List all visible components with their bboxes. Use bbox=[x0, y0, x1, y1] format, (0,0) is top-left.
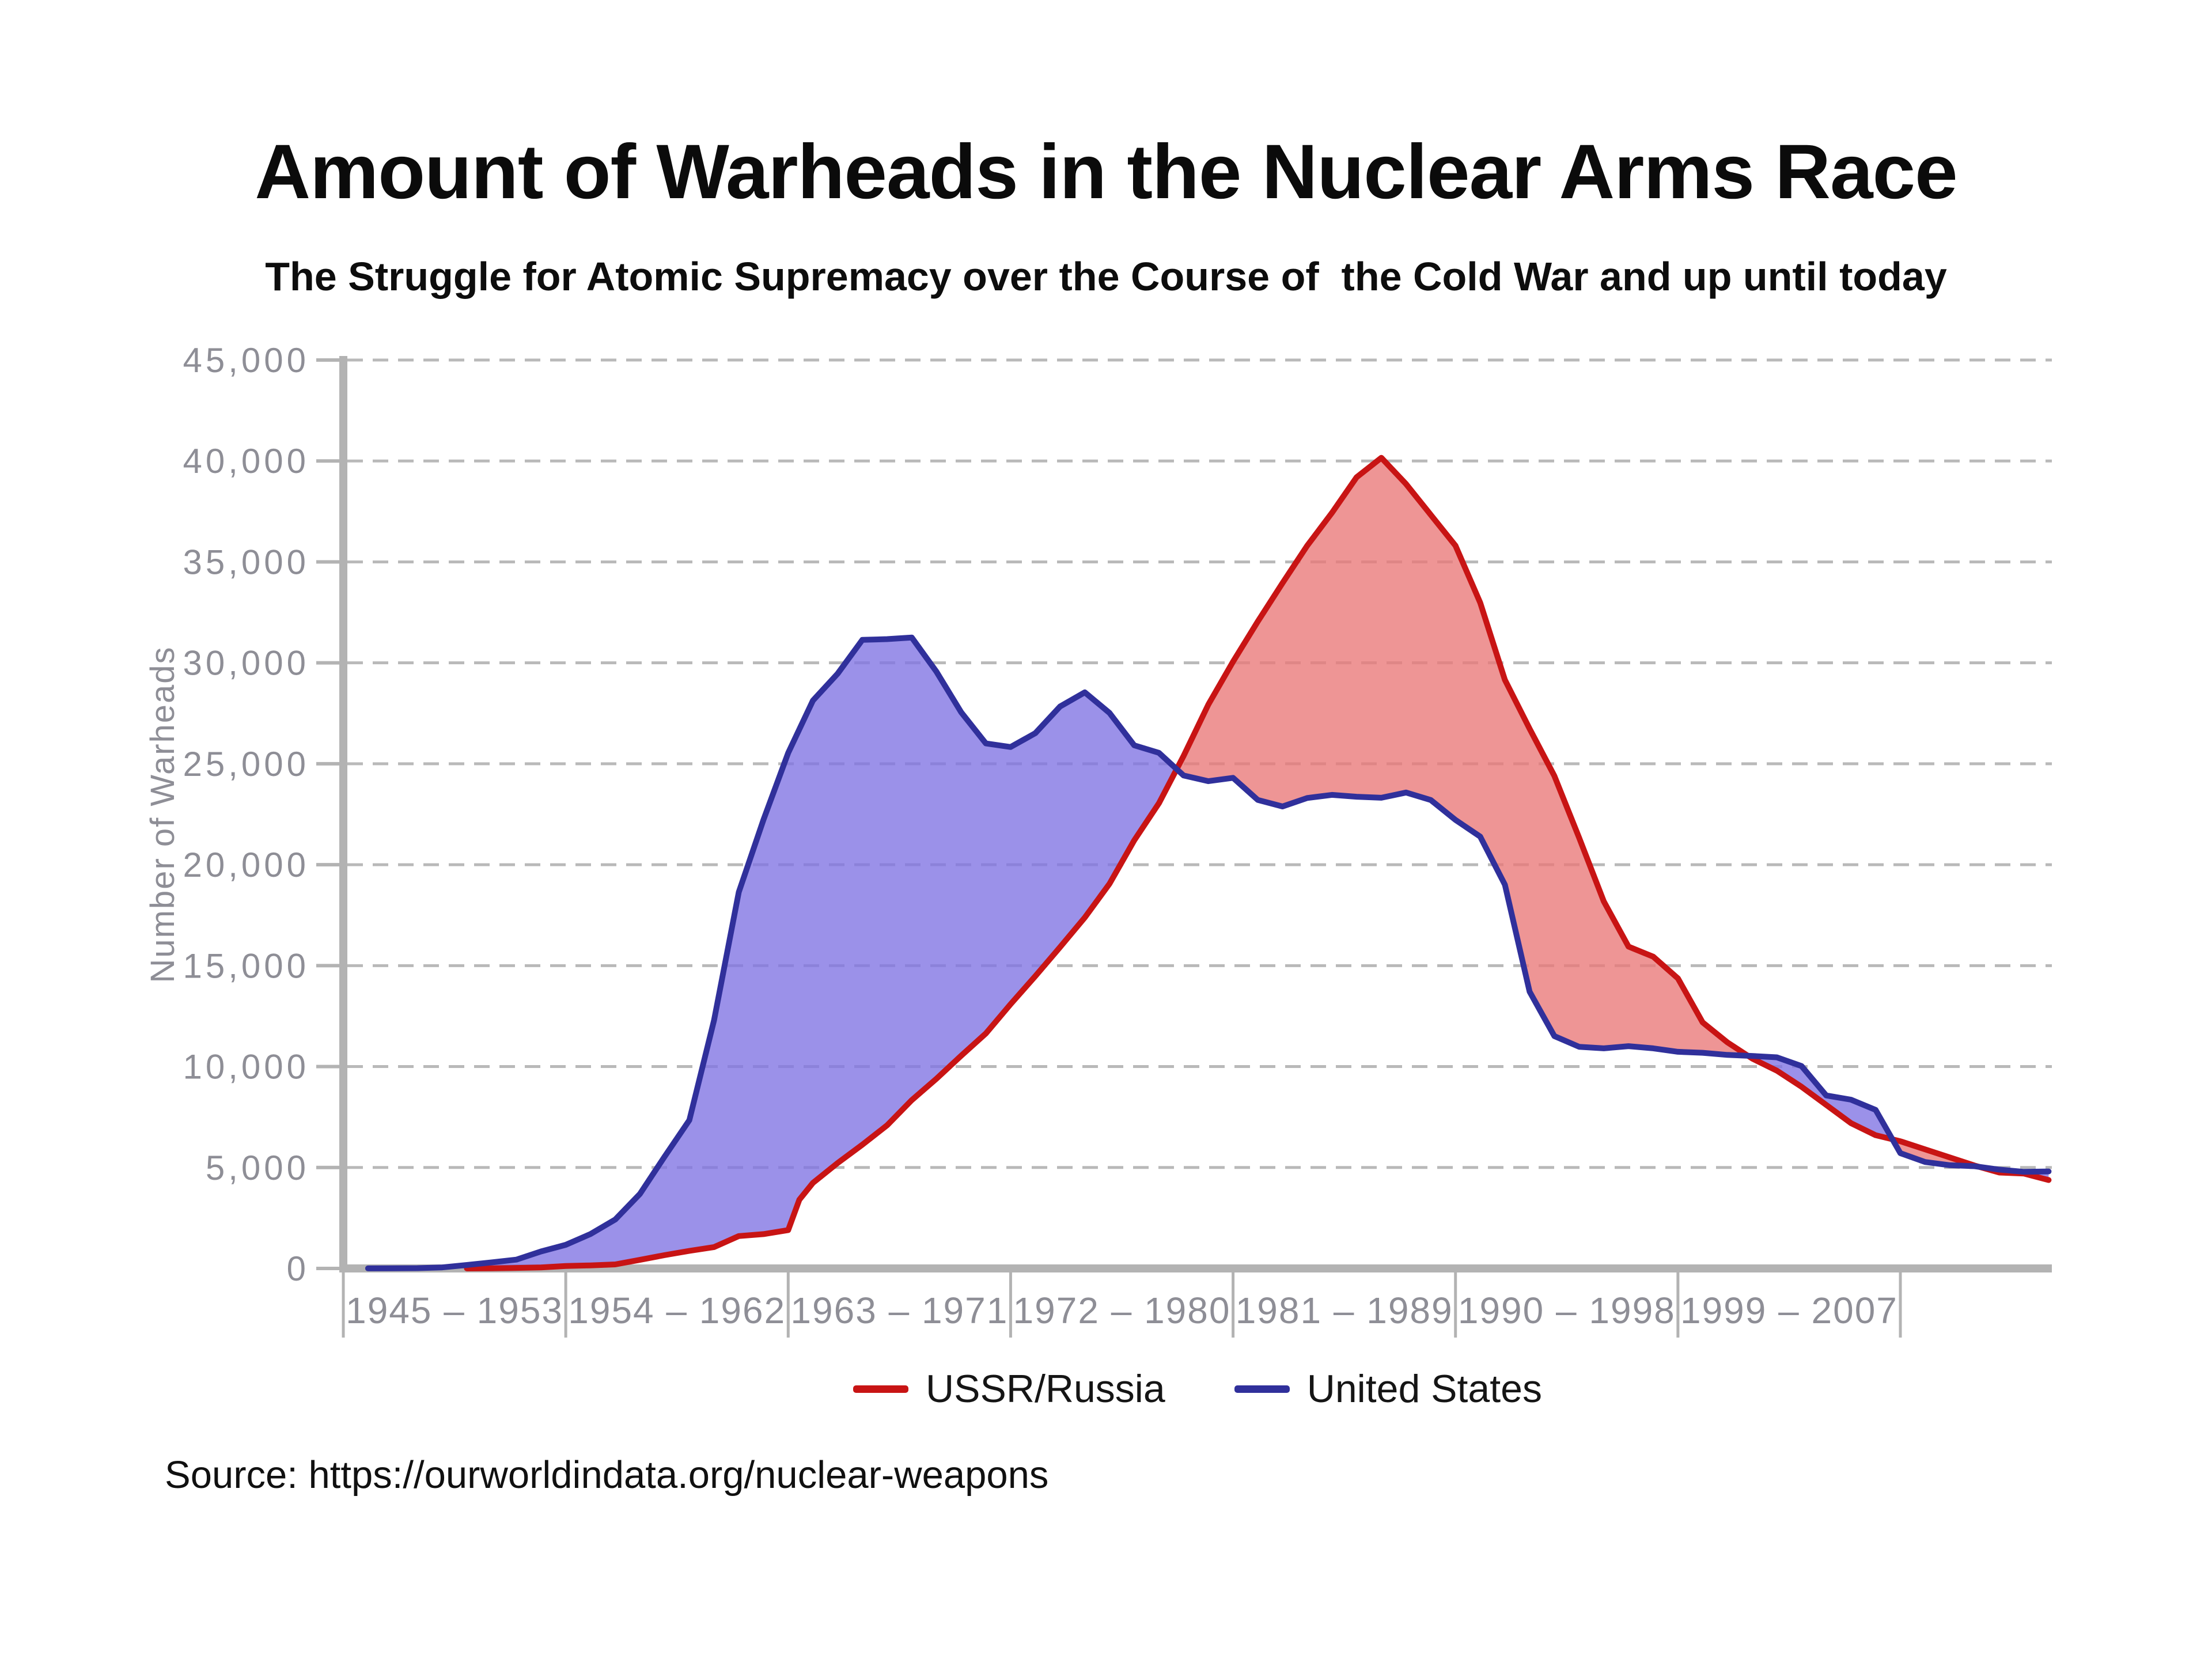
y-tick bbox=[316, 964, 339, 968]
x-era-tick bbox=[1232, 1272, 1235, 1338]
y-tick bbox=[316, 661, 339, 665]
y-tick bbox=[316, 459, 339, 463]
legend-item-us: United States bbox=[1234, 1366, 1542, 1411]
y-tick-label: 30,000 bbox=[183, 644, 309, 683]
x-era-tick bbox=[1454, 1272, 1457, 1338]
chart-title: Amount of Warheads in the Nuclear Arms R… bbox=[255, 129, 1957, 215]
y-tick-label: 25,000 bbox=[183, 745, 309, 783]
x-era-label: 1963 – 1971 bbox=[790, 1290, 1008, 1331]
x-era-tick bbox=[1009, 1272, 1012, 1338]
y-axis-title: Number of Warheads bbox=[144, 646, 181, 983]
y-tick-label: 5,000 bbox=[206, 1149, 309, 1187]
chart-subtitle: The Struggle for Atomic Supremacy over t… bbox=[265, 254, 1947, 299]
x-era-label: 1999 – 2007 bbox=[1680, 1290, 1898, 1331]
area-region-united-states bbox=[368, 637, 1177, 1268]
x-era-label: 1954 – 1962 bbox=[568, 1290, 786, 1331]
x-era-tick bbox=[564, 1272, 567, 1338]
y-tick-label: 45,000 bbox=[183, 341, 309, 380]
y-tick bbox=[316, 1165, 339, 1169]
x-era-label: 1972 – 1980 bbox=[1013, 1290, 1231, 1331]
y-tick bbox=[316, 560, 339, 564]
y-axis bbox=[339, 356, 347, 1272]
x-axis bbox=[339, 1264, 2052, 1272]
y-tick bbox=[316, 863, 339, 867]
x-era-tick bbox=[786, 1272, 790, 1338]
x-era-label: 1945 – 1953 bbox=[346, 1290, 563, 1331]
y-tick bbox=[316, 1267, 339, 1270]
x-era-tick bbox=[1899, 1272, 1902, 1338]
y-tick bbox=[316, 762, 339, 766]
y-tick bbox=[316, 358, 339, 362]
legend-label-us: United States bbox=[1306, 1367, 1542, 1411]
ussr-russia-line bbox=[464, 454, 2052, 1271]
legend-item-ussr: USSR/Russia bbox=[853, 1366, 1165, 1411]
legend-label-ussr: USSR/Russia bbox=[926, 1367, 1165, 1411]
gridlines bbox=[347, 358, 2052, 1169]
x-era-label: 1990 – 1998 bbox=[1458, 1290, 1676, 1331]
y-tick-label: 10,000 bbox=[183, 1048, 309, 1086]
x-era-label: 1981 – 1989 bbox=[1236, 1290, 1453, 1331]
area-regions bbox=[368, 457, 2049, 1268]
y-tick-label: 0 bbox=[287, 1249, 309, 1288]
chart-legend: USSR/Russia United States bbox=[343, 1366, 2052, 1411]
united-states-line bbox=[365, 634, 2052, 1271]
source-note: Source: https://ourworldindata.org/nucle… bbox=[165, 1453, 1049, 1497]
x-era-tick bbox=[1676, 1272, 1680, 1338]
y-tick bbox=[316, 1065, 339, 1069]
axes: 0 5,000 10,000 15,000 20,000 25,000 30,000 35,0… bbox=[183, 341, 2052, 1338]
y-tick-label: 35,000 bbox=[183, 543, 309, 581]
legend-swatch-ussr-icon bbox=[853, 1385, 909, 1393]
x-era-tick bbox=[342, 1272, 345, 1338]
y-tick-label: 20,000 bbox=[183, 846, 309, 884]
legend-swatch-us-icon bbox=[1234, 1385, 1290, 1393]
y-tick-label: 15,000 bbox=[183, 946, 309, 985]
y-tick-label: 40,000 bbox=[183, 442, 309, 480]
